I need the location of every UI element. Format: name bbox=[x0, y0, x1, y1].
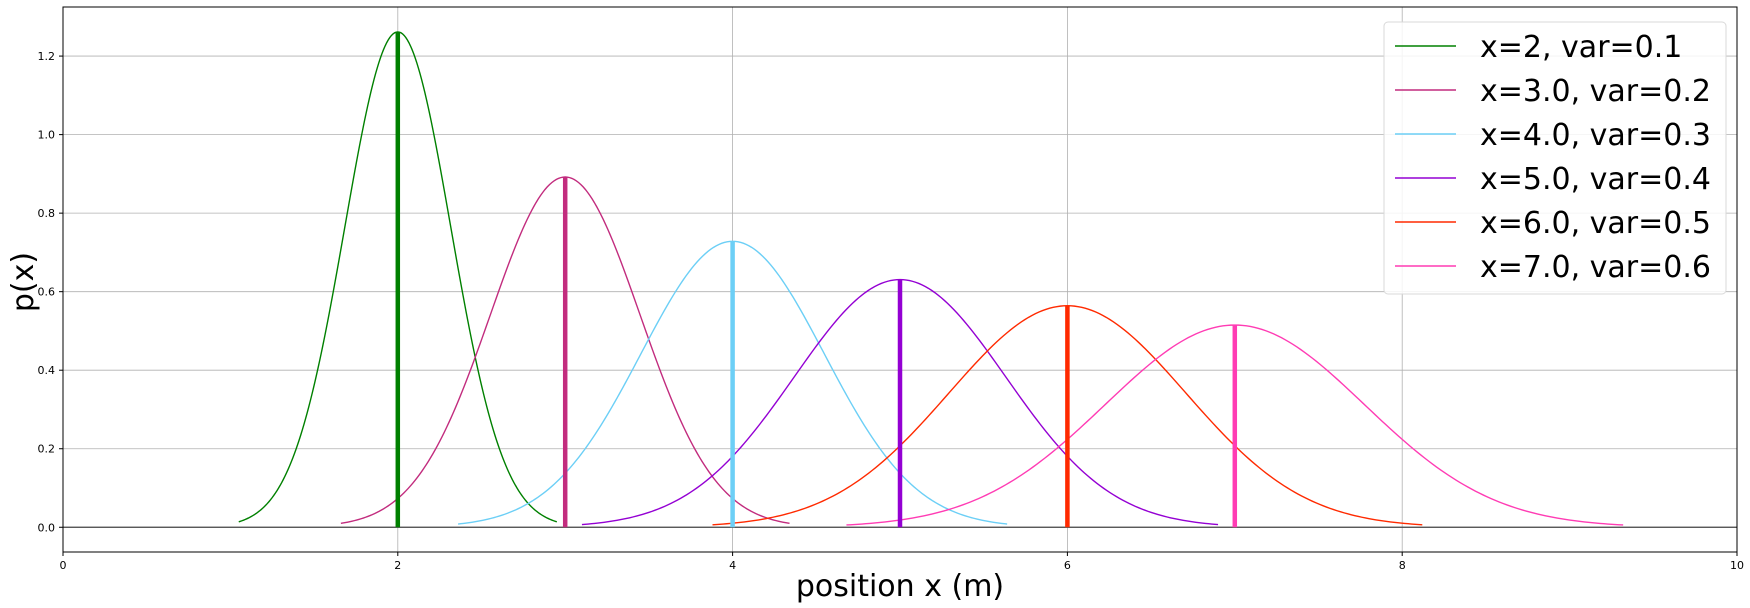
y-ticks: 0.0 0.2 0.4 0.6 0.8 1.0 1.2 bbox=[38, 50, 63, 534]
series-curve-5 bbox=[712, 305, 1423, 526]
legend-label-1: x=2, var=0.1 bbox=[1480, 30, 1682, 65]
y-tick-label: 0.4 bbox=[38, 364, 56, 377]
legend-label-2: x=3.0, var=0.2 bbox=[1480, 74, 1711, 109]
y-tick-label: 0.8 bbox=[38, 207, 56, 220]
legend-label-5: x=6.0, var=0.5 bbox=[1480, 206, 1711, 241]
y-tick-label: 1.2 bbox=[38, 50, 56, 63]
mean-markers bbox=[395, 31, 1238, 528]
y-tick-label: 0.6 bbox=[38, 286, 56, 299]
x-tick-label: 10 bbox=[1730, 559, 1744, 572]
x-tick-label: 2 bbox=[394, 559, 401, 572]
legend-box bbox=[1383, 21, 1727, 295]
x-tick-label: 4 bbox=[729, 559, 736, 572]
x-tick-label: 6 bbox=[1064, 559, 1071, 572]
series-curve-2 bbox=[340, 176, 790, 525]
legend-label-6: x=7.0, var=0.6 bbox=[1480, 250, 1711, 285]
y-tick-label: 0.0 bbox=[38, 521, 56, 534]
y-axis-label: p(x) bbox=[6, 252, 41, 312]
x-tick-label: 0 bbox=[60, 559, 67, 572]
x-axis-label: position x (m) bbox=[796, 569, 1004, 604]
y-tick-label: 0.2 bbox=[38, 443, 56, 456]
plot-frame bbox=[62, 6, 1738, 553]
legend-label-3: x=4.0, var=0.3 bbox=[1480, 118, 1711, 153]
legend-label-4: x=5.0, var=0.4 bbox=[1480, 162, 1711, 197]
series-curve-6 bbox=[846, 324, 1624, 526]
x-ticks: 0 2 4 6 8 10 bbox=[60, 552, 1744, 572]
y-tick-label: 1.0 bbox=[38, 129, 56, 142]
x-tick-label: 8 bbox=[1399, 559, 1406, 572]
legend: x=2, var=0.1 x=3.0, var=0.2 x=4.0, var=0.3… bbox=[1383, 21, 1727, 295]
